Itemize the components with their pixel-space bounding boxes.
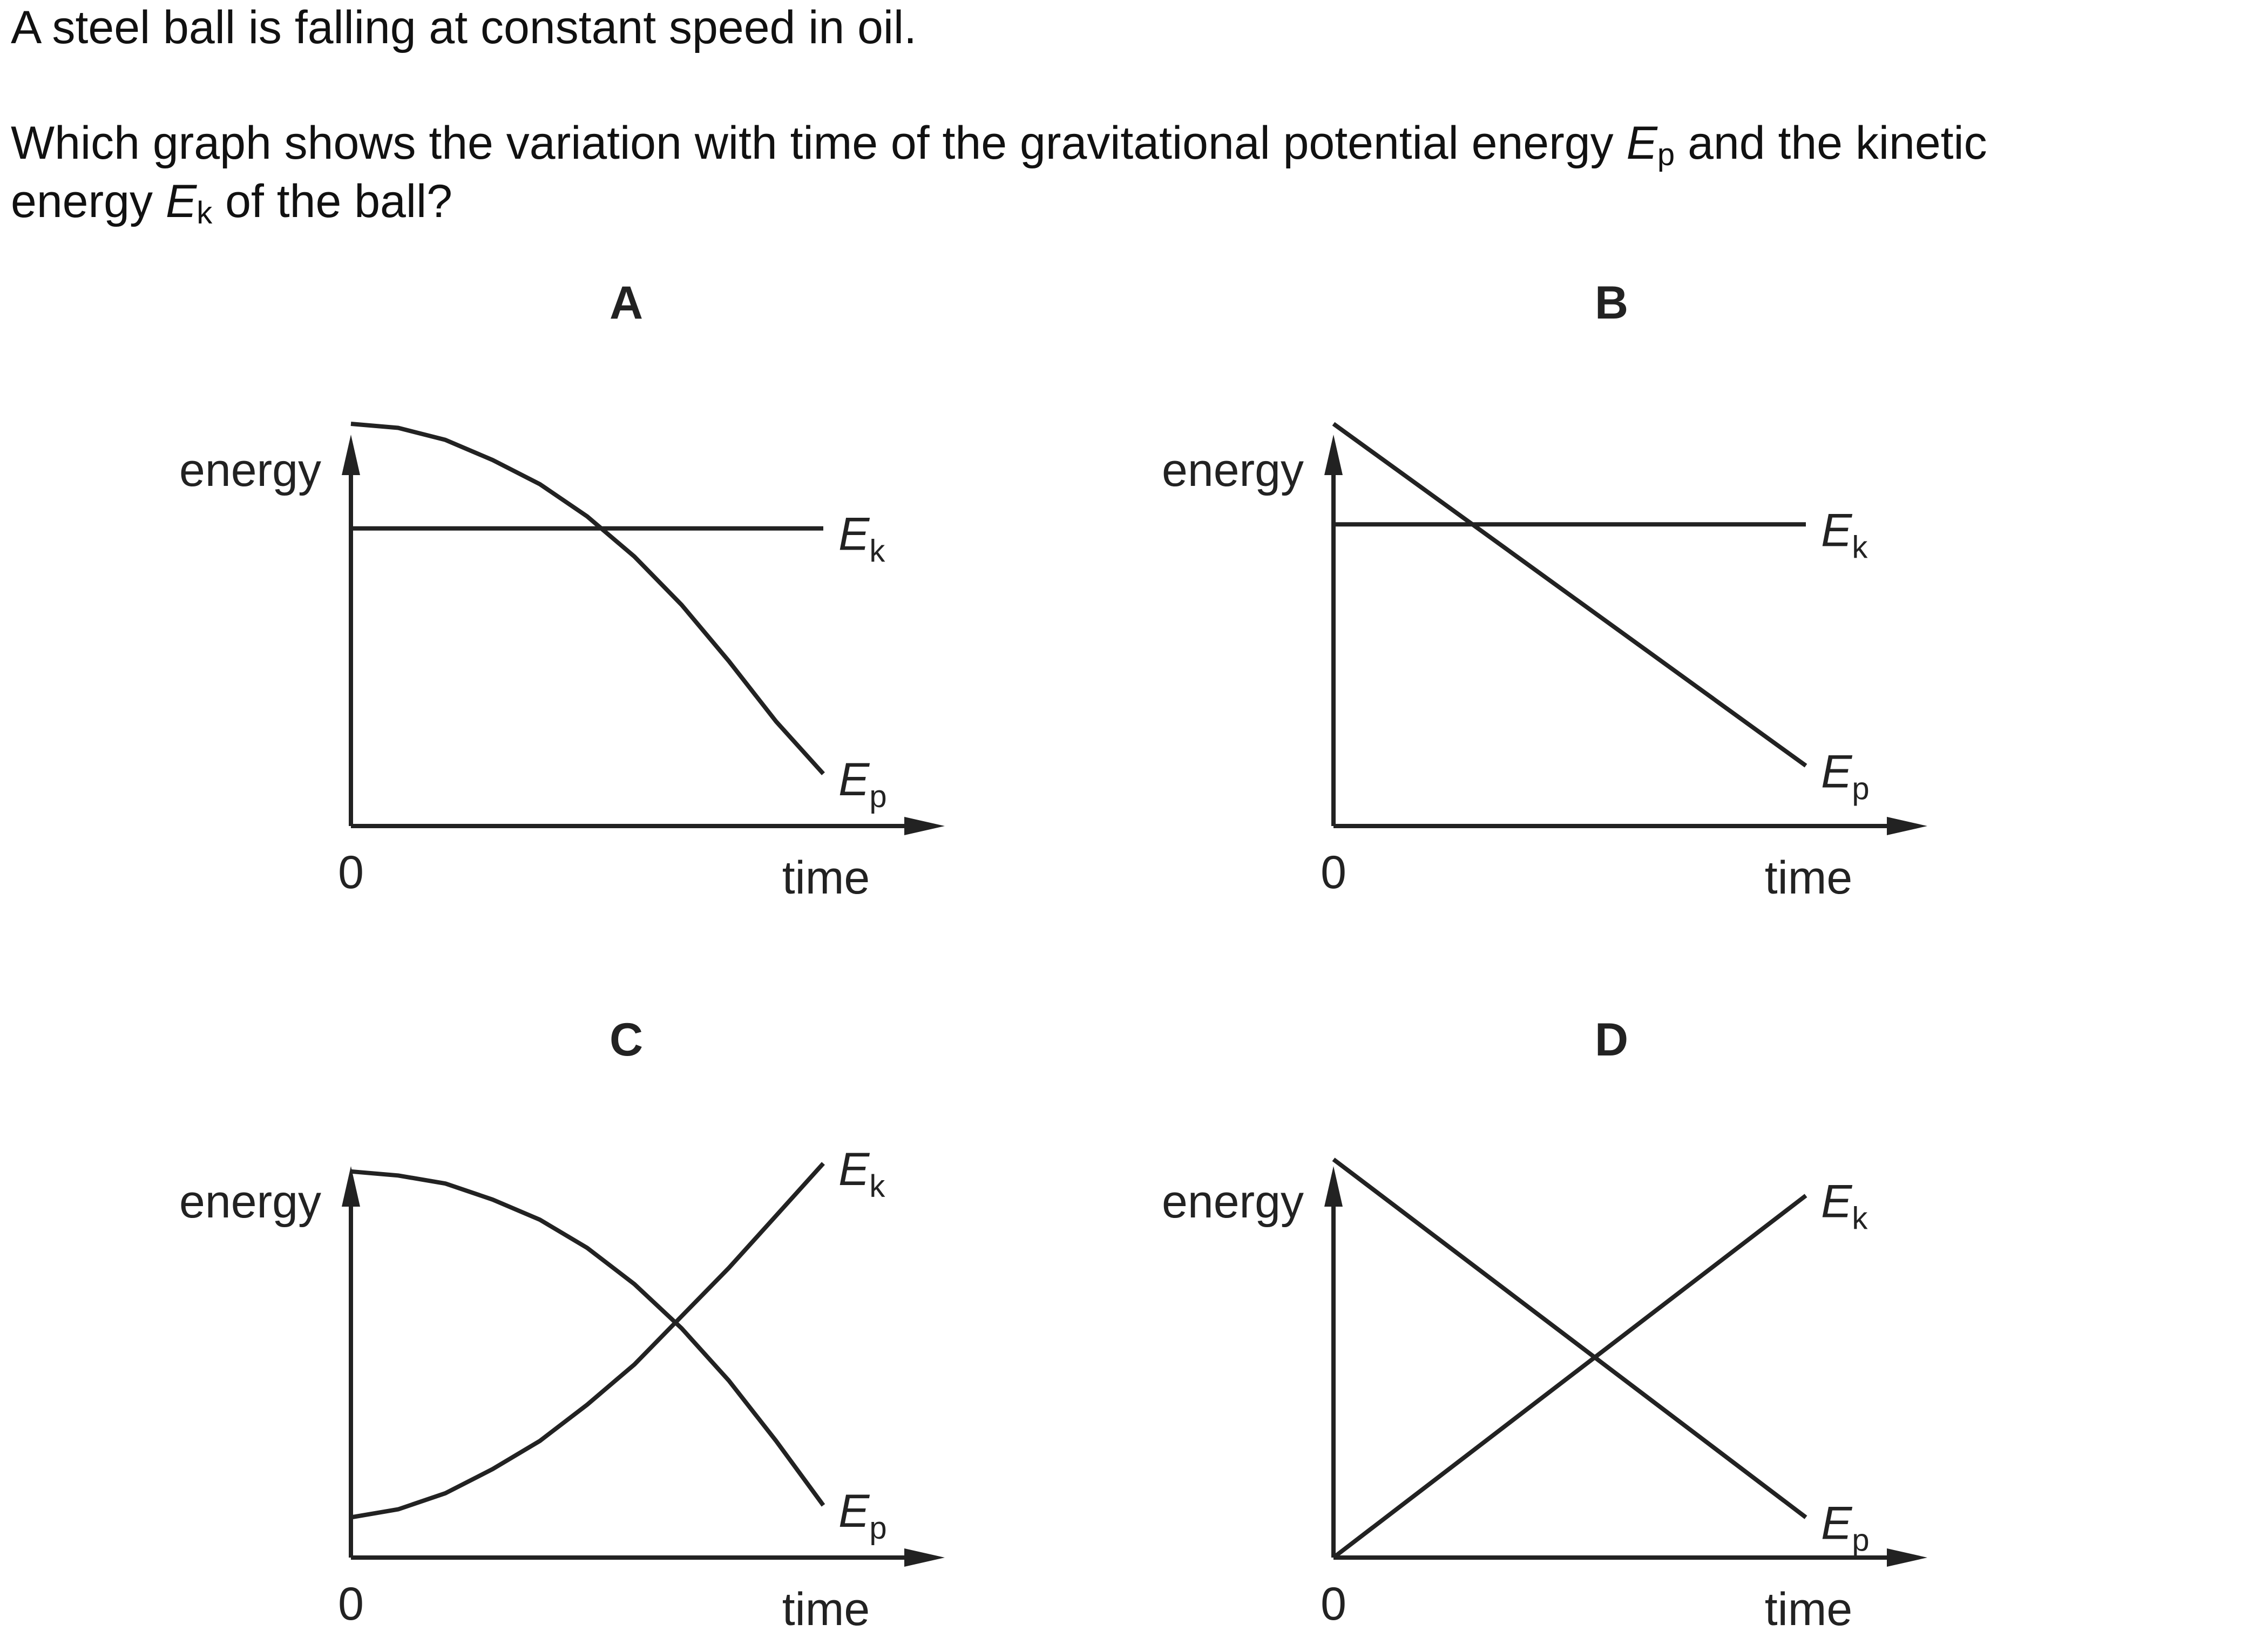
option-label-a: A [610,277,643,329]
y-axis-label: energy [179,444,321,496]
y-axis-label: energy [1162,1176,1304,1228]
series-label-ep: Ep [838,754,887,814]
series-line-ep [350,422,825,775]
x-axis-arrow [1887,817,1927,835]
series-line-ep [1332,1158,1807,1519]
option-label-d: D [1595,1014,1628,1066]
option-label-b: B [1595,277,1628,329]
y-axis-arrow [1324,1166,1343,1207]
origin-label: 0 [1321,847,1346,898]
series-label-ek: Ek [1821,504,1868,565]
x-axis-label: time [782,1583,870,1631]
y-axis-arrow [342,1166,360,1207]
question-line-2: Which graph shows the variation with tim… [11,117,1987,172]
origin-label: 0 [338,1578,364,1630]
y-axis-label: energy [1162,444,1304,496]
series-label-ep: Ep [1821,746,1870,806]
y-axis-arrow [342,435,360,475]
series-label-ek: Ek [1821,1176,1868,1236]
x-axis-arrow [1887,1548,1927,1567]
x-axis-arrow [904,1548,945,1567]
origin-label: 0 [1321,1578,1346,1630]
x-axis-label: time [782,852,870,904]
question-line-3: energy Ek of the ball? [11,175,452,231]
question-stem: A steel ball is falling at constant spee… [11,2,917,53]
series-line-ek [1332,1194,1807,1560]
series-line-ep [1332,422,1807,768]
series-line-ep [350,1169,825,1507]
series-label-ek: Ek [838,1143,885,1204]
x-axis-label: time [1765,1583,1852,1631]
x-axis-arrow [904,817,945,835]
series-label-ep: Ep [1821,1498,1870,1558]
origin-label: 0 [338,847,364,898]
option-label-c: C [610,1014,643,1066]
y-axis-label: energy [179,1176,321,1228]
series-line-ek [350,1162,825,1520]
x-axis-label: time [1765,852,1852,904]
series-label-ek: Ek [838,509,885,569]
y-axis-arrow [1324,435,1343,475]
series-label-ep: Ep [838,1485,887,1546]
